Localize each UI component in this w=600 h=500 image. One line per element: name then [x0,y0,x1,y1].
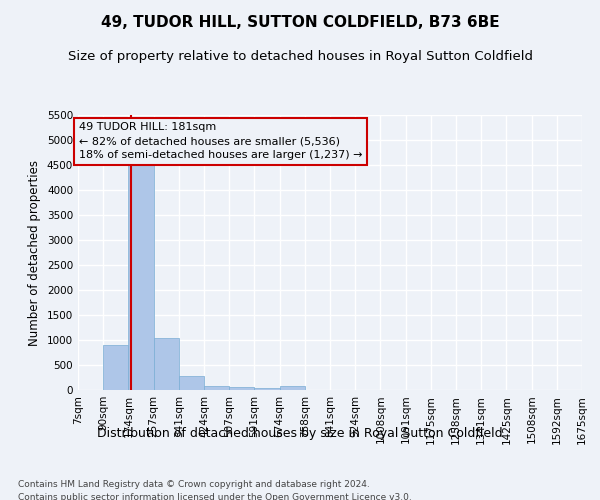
Bar [128,165,154,390]
Bar [280,386,305,390]
Y-axis label: Number of detached properties: Number of detached properties [28,160,41,346]
Bar [179,376,204,390]
Text: 49 TUDOR HILL: 181sqm
← 82% of detached houses are smaller (5,536)
18% of semi-d: 49 TUDOR HILL: 181sqm ← 82% of detached … [79,122,362,160]
Text: 49, TUDOR HILL, SUTTON COLDFIELD, B73 6BE: 49, TUDOR HILL, SUTTON COLDFIELD, B73 6B… [101,15,499,30]
Text: Contains HM Land Registry data © Crown copyright and database right 2024.: Contains HM Land Registry data © Crown c… [18,480,370,489]
Bar [254,388,280,390]
Text: Distribution of detached houses by size in Royal Sutton Coldfield: Distribution of detached houses by size … [97,428,503,440]
Bar [229,387,254,390]
Bar [204,386,229,390]
Bar [103,345,128,390]
Text: Contains public sector information licensed under the Open Government Licence v3: Contains public sector information licen… [18,492,412,500]
Text: Size of property relative to detached houses in Royal Sutton Coldfield: Size of property relative to detached ho… [67,50,533,63]
Bar [154,338,179,390]
